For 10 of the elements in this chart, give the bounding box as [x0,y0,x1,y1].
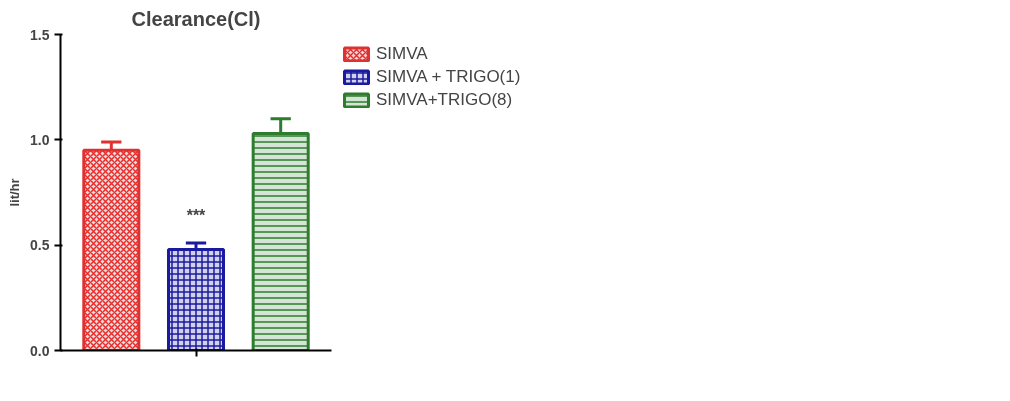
y-tick-label: 0.0 [30,342,50,359]
y-tick-label: 1.5 [30,26,50,43]
chart-title: Clearance(Cl) [131,7,261,30]
legend-label: SIMVA [376,44,428,64]
annotation: *** [186,207,207,225]
y-tick-label: 0.5 [30,237,50,254]
legend-label: SIMVA + TRIGO(1) [376,67,521,87]
legend-label: SIMVA+TRIGO(8) [376,90,513,110]
y-tick-label: 1.0 [30,131,50,148]
y-axis-title: lit/hr [7,178,23,207]
